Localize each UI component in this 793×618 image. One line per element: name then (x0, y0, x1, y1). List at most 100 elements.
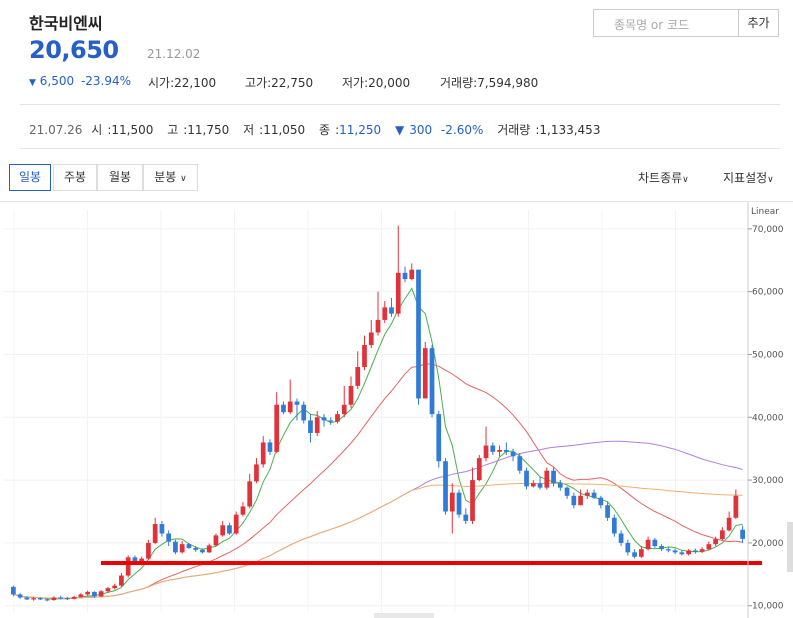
indicator-settings-label: 지표설정 (723, 171, 768, 185)
candle-body (591, 492, 597, 498)
candle-body (740, 529, 745, 539)
candle-body (436, 414, 442, 462)
tab-monthly[interactable]: 월봉 (97, 164, 143, 191)
stat-low-label: 저가 (342, 76, 365, 90)
candle-body (395, 272, 401, 314)
change-percent: -23.94% (80, 74, 132, 88)
tab-minute[interactable]: 분봉 ∨ (143, 164, 198, 191)
candle-body (456, 492, 462, 515)
candle-body (611, 517, 617, 534)
candle-body (720, 530, 725, 540)
add-button[interactable]: 추가 (738, 9, 779, 37)
previous-day-info: 21.07.26 시:11,500 고:11,750 저:11,050 종:11… (29, 123, 601, 137)
candle-body (308, 420, 313, 433)
candle (692, 548, 698, 554)
candle (38, 597, 43, 601)
chevron-down-icon: ∨ (682, 175, 689, 185)
candle-body (301, 404, 307, 421)
y-tick-label: 20,000 (752, 539, 784, 549)
candle-body (429, 348, 435, 415)
candle (51, 596, 57, 601)
candle (173, 539, 178, 555)
candle (227, 522, 232, 535)
indicator-settings-menu[interactable]: 지표설정∨ (723, 169, 774, 186)
stat-open-label: 시가 (148, 76, 171, 90)
current-price: 20,650 (29, 36, 119, 64)
candle (348, 376, 354, 408)
candle (476, 454, 482, 482)
candle (382, 301, 388, 324)
candle-body (247, 481, 253, 507)
prev-low: 11,050 (263, 123, 306, 137)
chart-scrollbar[interactable] (374, 613, 434, 618)
candle-body (422, 348, 428, 399)
candle-body (557, 483, 563, 488)
candle-body (65, 598, 70, 600)
candle (274, 392, 280, 454)
header-divider (20, 104, 780, 105)
candle-body (470, 480, 475, 521)
candle-body (98, 591, 104, 597)
prev-volume-label: 거래량 (497, 123, 531, 137)
candle-body (335, 414, 340, 422)
prev-volume: 1,133,453 (539, 123, 601, 137)
moving-averages (13, 287, 743, 600)
candle (720, 527, 725, 541)
candle-body (254, 464, 259, 482)
candle-body (443, 461, 448, 512)
candle (463, 508, 469, 525)
candles (11, 225, 745, 602)
prev-close-label: 종 (319, 123, 331, 137)
candle (598, 495, 604, 509)
candle (645, 536, 651, 551)
candle (240, 502, 246, 517)
candle-body (267, 442, 273, 452)
candle (483, 426, 489, 462)
candle (740, 525, 745, 543)
chevron-down-icon: ∨ (180, 174, 187, 184)
candle-body (449, 492, 455, 512)
candle-body (186, 544, 192, 548)
chart-vertical-scrollbar[interactable] (787, 522, 793, 572)
candle-body (132, 557, 138, 564)
candle (335, 411, 340, 424)
candle-body (38, 598, 43, 600)
candle (443, 458, 448, 515)
candle-body (105, 588, 111, 592)
candle (672, 548, 678, 555)
candle (503, 442, 509, 455)
candle-body (355, 367, 361, 386)
info-divider (20, 148, 780, 149)
candle (65, 596, 70, 601)
candle (200, 548, 205, 554)
stat-low: 저가:20,000 (342, 76, 411, 90)
chart-type-menu[interactable]: 차트종류∨ (638, 169, 689, 186)
candle-body (463, 514, 469, 521)
candle (679, 550, 685, 556)
stat-volume-value: 7,594,980 (477, 76, 539, 90)
candle-body (679, 552, 685, 555)
candle (193, 546, 199, 552)
candle (301, 401, 307, 424)
candle (537, 476, 543, 490)
candle-body (227, 525, 232, 534)
candle (17, 593, 23, 599)
tab-weekly[interactable]: 주봉 (53, 164, 97, 191)
candle-body (328, 420, 334, 422)
search-placeholder: 종목명 or 코드 (614, 18, 690, 32)
candle (355, 351, 361, 390)
candle-body (31, 598, 36, 600)
candle (159, 520, 165, 537)
candle (611, 514, 617, 537)
candle-body (503, 449, 509, 452)
candle-body (24, 597, 30, 600)
stock-search-input[interactable]: 종목명 or 코드 (593, 9, 739, 37)
candle (726, 511, 732, 532)
y-tick-label: 70,000 (752, 225, 784, 235)
candle (260, 436, 266, 468)
tab-daily[interactable]: 일봉 (9, 164, 51, 191)
candle-body (564, 487, 570, 496)
stock-chart[interactable]: Linear 10,000 20,000 30,000 40,000 50,000 60,0… (0, 201, 793, 618)
candle (571, 492, 577, 509)
candle-body (78, 594, 84, 597)
